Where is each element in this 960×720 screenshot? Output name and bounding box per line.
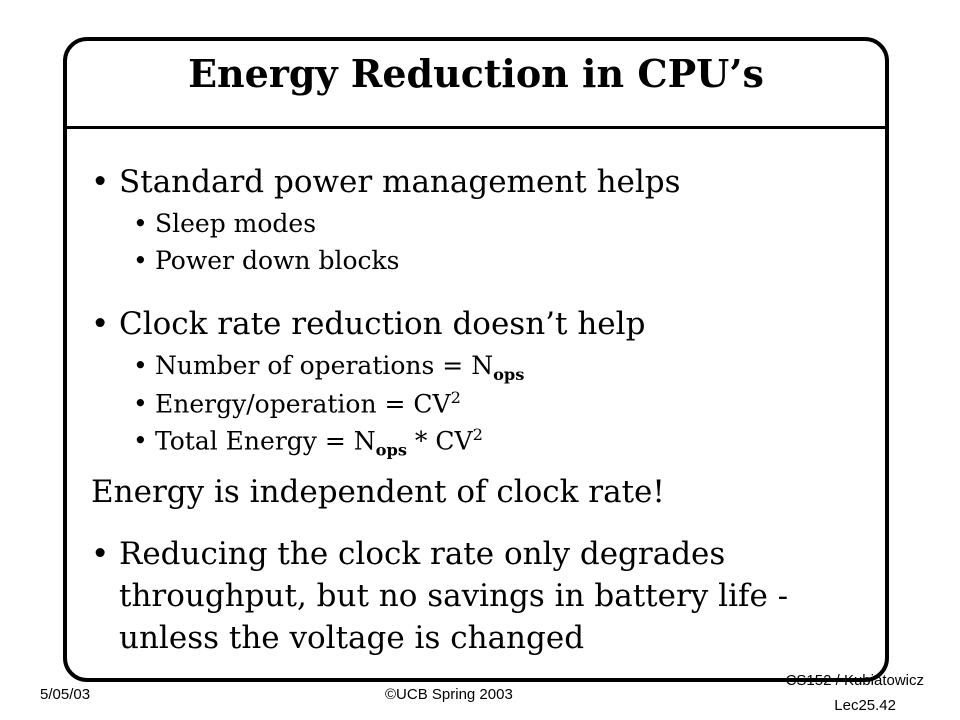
subbullet-text: Sleep modes <box>155 209 317 238</box>
subbullet-number-of-operations: • Number of operations = Nops <box>133 351 524 384</box>
bullet-dot-icon: • <box>133 351 148 380</box>
bullet-text: Clock rate reduction doesn’t help <box>119 306 646 342</box>
squared-superscript: 2 <box>450 388 461 407</box>
bullet-dot-icon: • <box>133 209 148 238</box>
statement-energy-independent: Energy is independent of clock rate! <box>91 474 665 510</box>
subbullet-text: Total Energy = N <box>155 426 376 456</box>
bullet-dot-icon: • <box>133 426 148 456</box>
bullet-dot-icon: • <box>91 536 110 572</box>
footer-course: CS152 / Kubiatowicz <box>785 672 924 689</box>
ops-subscript: ops <box>493 365 525 384</box>
footer-date: 5/05/03 <box>40 686 91 703</box>
subbullet-sleep-modes: • Sleep modes <box>133 209 316 238</box>
slide-title: Energy Reduction in CPU’s <box>188 51 764 96</box>
bullet-dot-icon: • <box>91 164 110 200</box>
bullet-dot-icon: • <box>133 389 148 419</box>
bullet-text: Standard power management helps <box>119 164 681 200</box>
bullet-text-line-2: throughput, but no savings in battery li… <box>119 578 789 614</box>
slide-frame: Energy Reduction in CPU’s • Standard powe… <box>63 37 889 682</box>
footer-lecture: Lec25.42 <box>834 697 896 714</box>
subbullet-power-down-blocks: • Power down blocks <box>133 246 399 275</box>
bullet-dot-icon: • <box>133 246 148 275</box>
subbullet-text: Power down blocks <box>155 246 400 275</box>
subbullet-text: Number of operations = N <box>155 351 494 380</box>
bullet-text-line-3: unless the voltage is changed <box>119 620 585 656</box>
squared-superscript: 2 <box>472 425 483 444</box>
bullet-dot-icon: • <box>91 306 110 342</box>
subbullet-total-energy: • Total Energy = Nops * CV2 <box>133 425 483 459</box>
subbullet-energy-per-operation: • Energy/operation = CV2 <box>133 388 461 418</box>
title-divider <box>67 126 885 129</box>
subbullet-text: Energy/operation = CV <box>155 389 451 419</box>
ops-subscript: ops <box>375 440 407 460</box>
footer-copyright: ©UCB Spring 2003 <box>385 686 513 703</box>
bullet-power-management: • Standard power management helps <box>91 164 681 200</box>
subbullet-text-mid: * CV <box>406 426 473 456</box>
bullet-text-line-1: Reducing the clock rate only degrades <box>119 536 726 572</box>
bullet-clock-rate: • Clock rate reduction doesn’t help <box>91 306 645 342</box>
bullet-reducing-clock-rate: • Reducing the clock rate only degrades <box>91 536 725 572</box>
